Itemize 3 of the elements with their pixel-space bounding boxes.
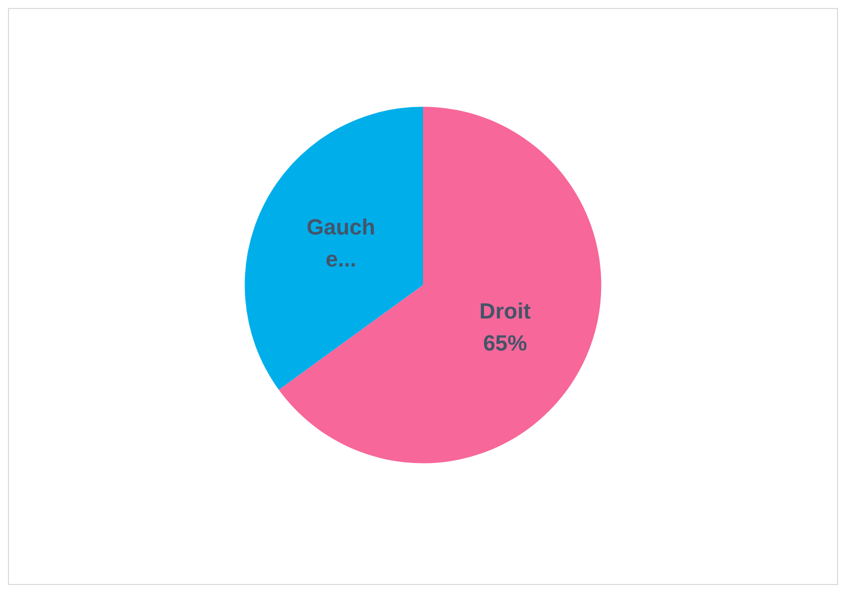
slice-label: Droit bbox=[479, 298, 532, 324]
data-label: 65% bbox=[483, 330, 528, 356]
slice-label: Gauche... bbox=[306, 214, 376, 272]
